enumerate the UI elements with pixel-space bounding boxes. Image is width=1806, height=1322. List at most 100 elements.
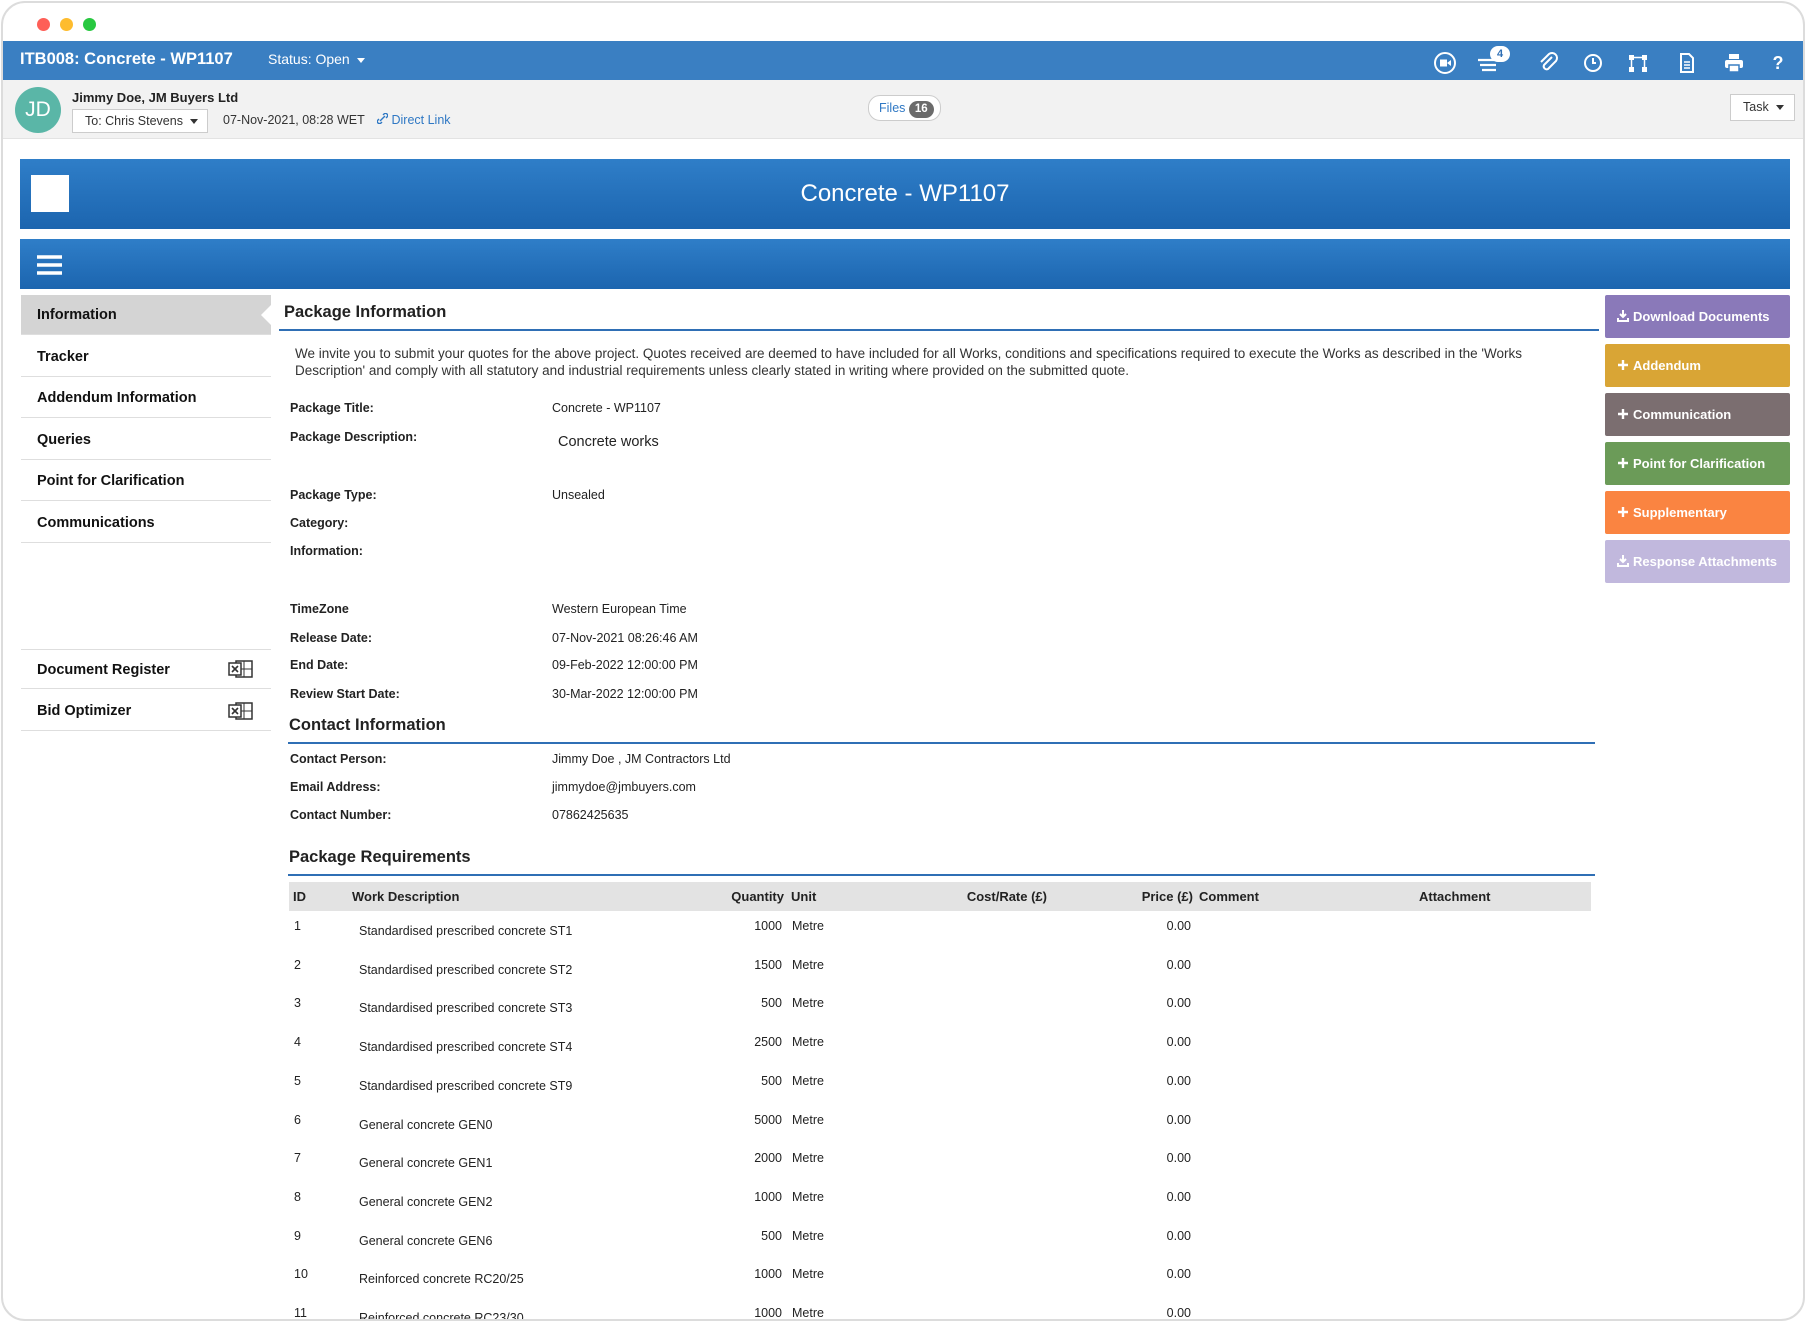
unit: Metre — [792, 1228, 824, 1243]
nav-item[interactable]: Tracker — [21, 337, 271, 377]
section-heading: Package Information — [284, 303, 447, 321]
files-button[interactable]: Files 16 — [868, 95, 941, 121]
quantity: 2500 — [754, 1035, 782, 1050]
action-button[interactable]: Response Attachments — [1605, 540, 1790, 583]
quantity: 2000 — [754, 1151, 782, 1166]
action-button[interactable]: Download Documents — [1605, 295, 1790, 338]
plus-icon — [1618, 360, 1628, 370]
message-header: JD Jimmy Doe, JM Buyers Ltd To: Chris St… — [3, 80, 1803, 139]
attachment-icon[interactable] — [1537, 51, 1559, 75]
print-icon[interactable] — [1722, 51, 1746, 75]
unit: Metre — [792, 1151, 824, 1166]
nav-item[interactable]: Information — [21, 295, 271, 335]
quantity: 1000 — [754, 919, 782, 933]
top-bar: ITB008: Concrete - WP1107 Status: Open — [3, 41, 1803, 80]
nav-item[interactable]: Addendum Information — [21, 378, 271, 418]
excel-icon[interactable] — [228, 659, 254, 679]
column-header[interactable]: Comment — [1199, 889, 1259, 904]
price: 0.00 — [1166, 1073, 1191, 1088]
field-label: Category: — [290, 516, 349, 530]
direct-link-text: Direct Link — [391, 113, 451, 127]
work-description: General concrete GEN2 — [359, 1194, 493, 1209]
action-button[interactable]: Communication — [1605, 393, 1790, 436]
recipient: To: Chris Stevens — [85, 114, 183, 128]
close-dot[interactable] — [37, 18, 50, 31]
row-id: 8 — [294, 1189, 301, 1204]
video-icon[interactable] — [1433, 51, 1457, 75]
active-arrow — [261, 305, 271, 325]
excel-icon[interactable] — [228, 701, 254, 721]
document-icon[interactable] — [1675, 51, 1699, 75]
action-button[interactable]: Addendum — [1605, 344, 1790, 387]
action-label: Point for Clarification — [1633, 456, 1766, 471]
quantity: 1000 — [754, 1189, 782, 1204]
banner: Concrete - WP1107 — [20, 159, 1790, 229]
price: 0.00 — [1166, 1112, 1191, 1127]
row-id: 7 — [294, 1151, 301, 1166]
section-rule — [279, 329, 1599, 331]
direct-link[interactable]: Direct Link — [376, 112, 451, 127]
history-icon[interactable] — [1581, 51, 1605, 75]
action-label: Response Attachments — [1633, 554, 1777, 569]
status-dropdown[interactable]: Status: Open — [268, 51, 365, 67]
menu-bar — [20, 239, 1790, 289]
column-header: Work Description — [352, 889, 460, 904]
help-icon[interactable]: ? — [1768, 51, 1788, 75]
field-label: Review Start Date: — [290, 687, 400, 701]
task-dropdown[interactable]: Task — [1730, 94, 1795, 121]
plus-icon — [1618, 507, 1628, 517]
hamburger-icon[interactable] — [37, 254, 63, 276]
field-value: Jimmy Doe , JM Contractors Ltd — [552, 752, 731, 766]
files-label: Files — [879, 101, 906, 115]
field-label: Contact Person: — [290, 752, 387, 766]
unit: Metre — [792, 1306, 824, 1320]
price: 0.00 — [1166, 1151, 1191, 1166]
zoom-dot[interactable] — [83, 18, 96, 31]
field-label: Package Title: — [290, 401, 374, 415]
notification-badge: 4 — [1490, 46, 1510, 62]
link-icon — [376, 112, 389, 125]
table-header — [289, 882, 1591, 911]
work-description: Standardised prescribed concrete ST9 — [359, 1078, 573, 1093]
price: 0.00 — [1166, 1035, 1191, 1050]
workflow-icon[interactable] — [1626, 51, 1650, 75]
nav-item[interactable]: Point for Clarification — [21, 461, 271, 501]
column-header[interactable]: Unit — [791, 889, 817, 904]
nav-tool[interactable]: Bid Optimizer — [21, 691, 271, 731]
column-header[interactable]: Price (£) — [1141, 889, 1193, 904]
column-header[interactable]: Cost/Rate (£) — [966, 889, 1047, 904]
quantity: 500 — [761, 1228, 782, 1243]
column-header[interactable]: ID — [293, 889, 306, 904]
work-description: Reinforced concrete RC23/30 — [359, 1311, 524, 1321]
section-heading: Contact Information — [289, 716, 446, 734]
section-heading: Package Requirements — [289, 848, 471, 866]
column-header[interactable]: Quantity — [731, 889, 784, 904]
column-header: Attachment — [1419, 889, 1491, 904]
nav-item[interactable]: Queries — [21, 420, 271, 460]
caret — [189, 119, 198, 125]
work-description: Standardised prescribed concrete ST1 — [359, 924, 573, 938]
minimize-dot[interactable] — [60, 18, 73, 31]
recipient-dropdown[interactable]: To: Chris Stevens — [72, 109, 208, 133]
nav-item[interactable]: Communications — [21, 503, 271, 543]
work-description: General concrete GEN1 — [359, 1156, 493, 1171]
field-label: Contact Number: — [290, 808, 392, 822]
svg-text:?: ? — [1773, 53, 1784, 73]
action-button[interactable]: Point for Clarification — [1605, 442, 1790, 485]
price: 0.00 — [1166, 996, 1191, 1011]
section-rule — [288, 874, 1595, 876]
nav-tool[interactable]: Document Register — [21, 649, 271, 689]
field-label: TimeZone — [290, 602, 349, 616]
field-value: 07-Nov-2021 08:26:46 AM — [552, 631, 698, 645]
unit: Metre — [792, 919, 824, 933]
work-description: Standardised prescribed concrete ST3 — [359, 1001, 573, 1016]
action-button[interactable]: Supplementary — [1605, 491, 1790, 534]
field-label: Email Address: — [290, 780, 381, 794]
unit: Metre — [792, 1112, 824, 1127]
plus-icon — [1618, 409, 1628, 419]
action-label: Communication — [1633, 407, 1732, 422]
sent-date: 07-Nov-2021, 08:28 WET — [223, 113, 365, 127]
row-id: 6 — [294, 1112, 301, 1127]
